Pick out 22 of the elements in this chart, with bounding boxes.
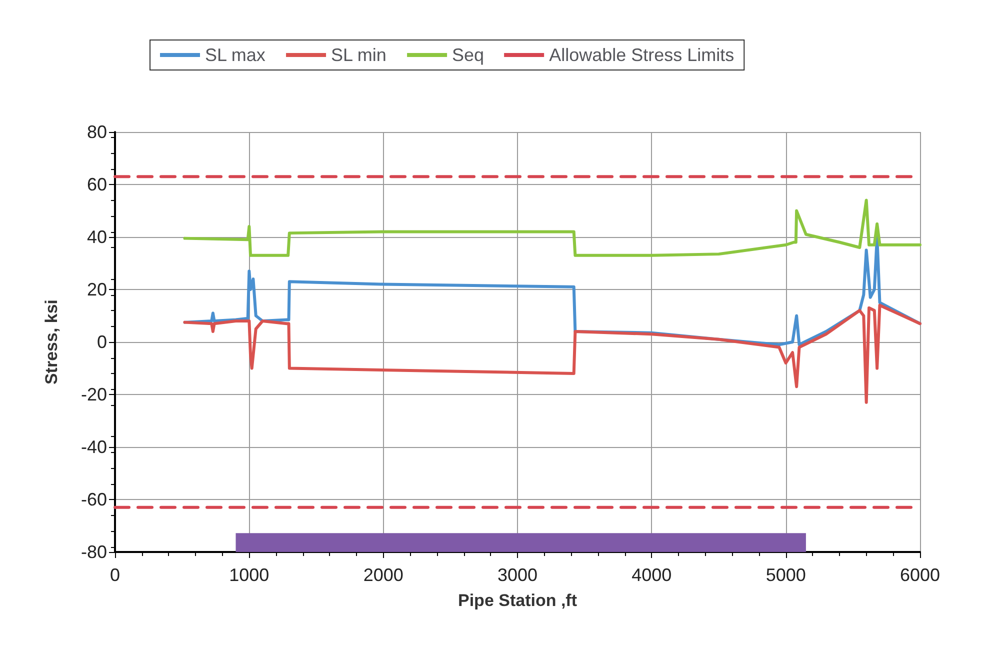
y-tick-label: 40	[86, 227, 107, 247]
y-tick-label: -20	[80, 384, 107, 404]
legend-label: Seq	[452, 45, 484, 65]
y-tick-label: -80	[80, 542, 107, 562]
y-axis-title: Stress, ksi	[42, 299, 61, 385]
y-tick-label: 60	[86, 174, 107, 194]
x-tick-label: 6000	[900, 565, 940, 585]
y-tick-label: 80	[86, 122, 107, 142]
x-tick-label: 5000	[766, 565, 806, 585]
x-tick-label: 2000	[363, 565, 404, 585]
x-tick-label: 1000	[229, 565, 270, 585]
x-tick-label: 3000	[497, 565, 538, 585]
x-tick-label: 4000	[632, 565, 672, 585]
x-tick-label: 0	[110, 565, 120, 585]
legend-label: Allowable Stress Limits	[549, 45, 734, 65]
x-axis-title: Pipe Station ,ft	[458, 591, 578, 610]
y-tick-label: 20	[86, 280, 107, 300]
legend-label: SL max	[205, 45, 266, 65]
y-tick-label: -60	[80, 490, 107, 510]
y-tick-label: -40	[80, 437, 107, 457]
y-tick-label: 0	[96, 332, 107, 352]
legend-label: SL min	[331, 45, 386, 65]
